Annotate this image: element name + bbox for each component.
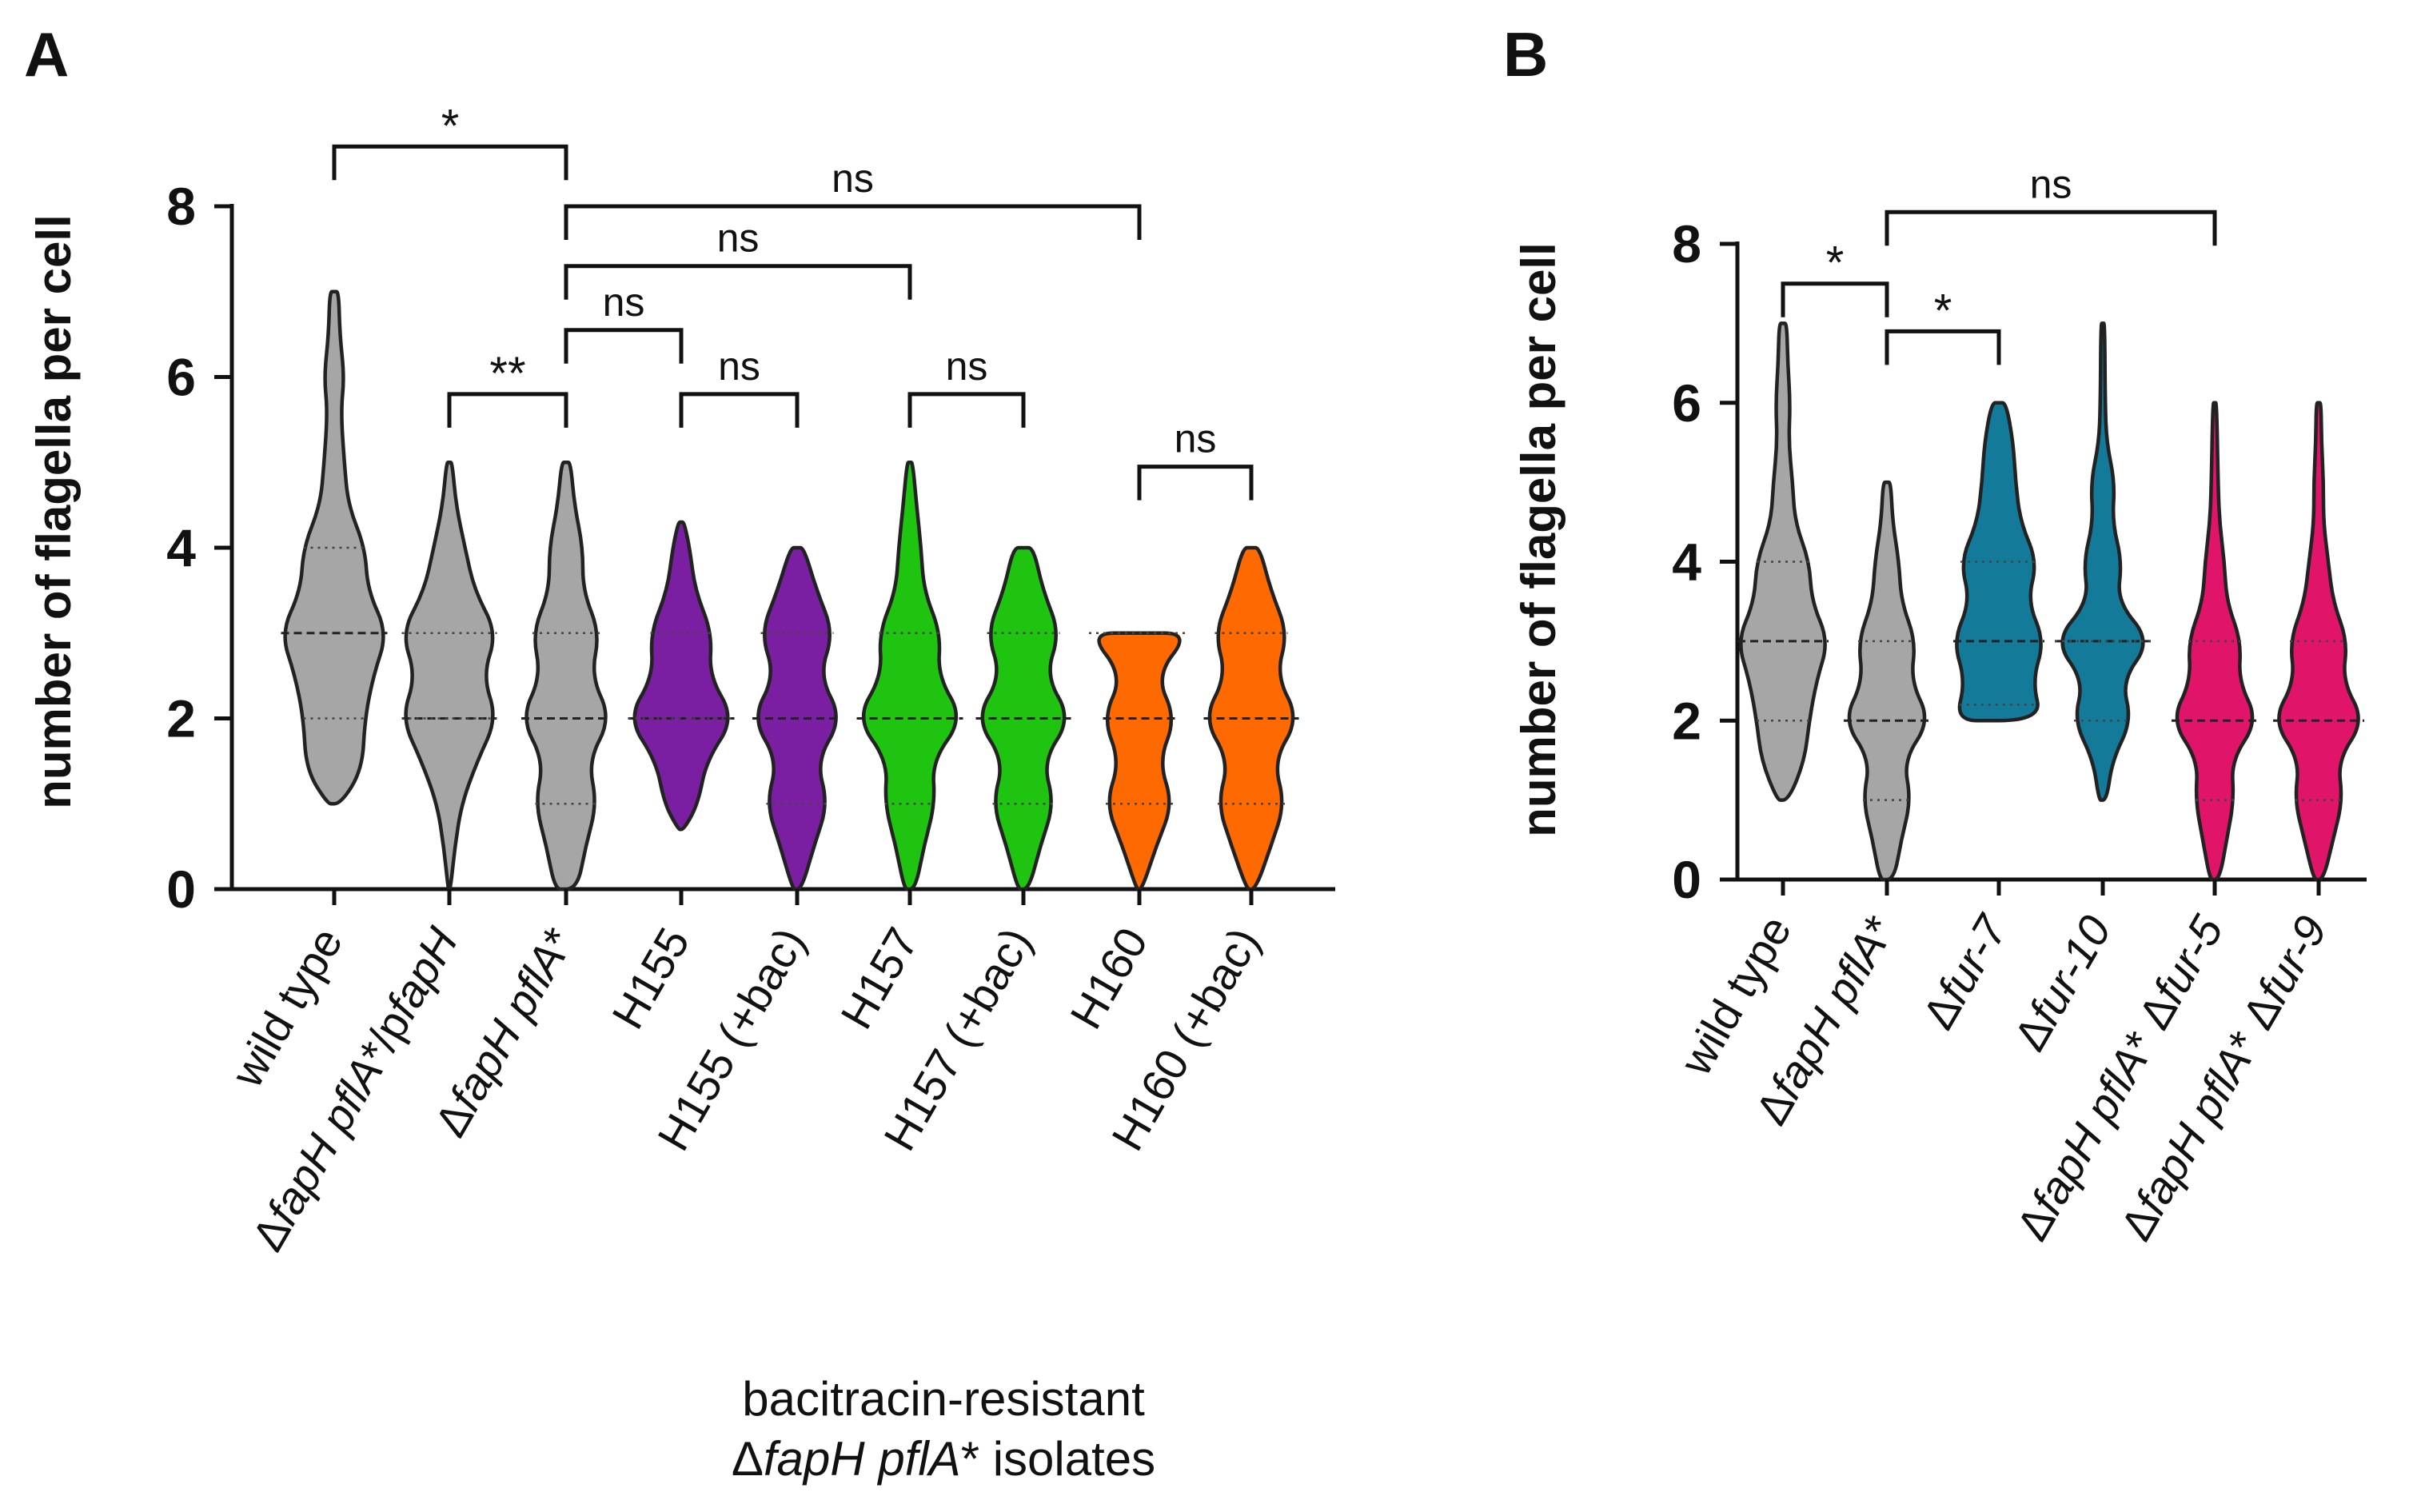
panel-a-significance-label: ns (717, 216, 760, 261)
panel-a-significance-label: ns (603, 280, 645, 325)
panel-a-violin-3 (524, 461, 608, 892)
panel-a-x-tick-label: H157 (831, 920, 927, 1037)
panel-a-plot: number of flagella per cell 0 2 4 6 8 wild typ… (27, 100, 1335, 1486)
panel-a-y-tick-label: 6 (166, 348, 196, 407)
panel-b-violin-1 (1739, 321, 1827, 802)
panel-a-comparison-bracket (332, 144, 568, 181)
panel-a-significance-label: ns (832, 156, 874, 201)
panel-a-significance-label: ** (489, 348, 525, 400)
panel-a-comparison-bracket (907, 392, 1026, 428)
panel-a-x-tick-label: wild type (221, 920, 352, 1096)
panel-a-y-tick-label: 8 (166, 177, 196, 236)
panel-a-comparison-bracket (564, 264, 912, 300)
panel-b-y-tick-label: 0 (1672, 850, 1701, 909)
panel-a-x-tick-label: H160 (1060, 920, 1157, 1037)
panel-a-comparison-bracket (1137, 465, 1254, 501)
panel-b-letter: B (1503, 19, 1548, 90)
panel-a-x-axis-label-line-2: ΔfapH pflA* isolates (732, 1432, 1155, 1486)
panel-a: A number of flagella per cell 0 2 4 6 8 wild t… (24, 19, 1335, 1486)
panel-b-comparison-bracket (1885, 329, 2001, 365)
panel-a-significance-label: ns (1175, 417, 1217, 461)
panel-a-violin-4 (632, 520, 730, 832)
panel-a-x-tick-label: H155 (602, 920, 699, 1037)
panel-a-x-axis-label-line-1: bacitracin-resistant (742, 1372, 1145, 1426)
panel-a-significance-label: ns (946, 344, 988, 389)
panel-b-x-tick-label: Δfur-7 (1912, 906, 2017, 1037)
panel-a-significance-label: * (441, 100, 460, 152)
panel-a-violin-2 (404, 461, 495, 892)
panel-a-x-tick-label: ΔfapH pflA*/pfapH (242, 919, 468, 1259)
panel-a-significance-label: ns (718, 344, 760, 389)
panel-b-violin-5 (2175, 401, 2255, 882)
panel-b-x-tick-label: Δfur-10 (2004, 908, 2120, 1059)
panel-b-significance-label: ns (2030, 162, 2072, 206)
panel-b-y-tick-label: 4 (1672, 533, 1701, 592)
panel-b-y-tick-label: 8 (1672, 214, 1701, 273)
panel-a-comparison-bracket (564, 204, 1142, 240)
panel-a-comparison-bracket (564, 328, 684, 364)
panel-b-significance-label: * (1934, 285, 1952, 337)
panel-b-violin-4 (2060, 321, 2145, 802)
panel-b-significance-label: * (1826, 237, 1845, 289)
panel-b-y-axis-label: number of flagella per cell (1512, 242, 1565, 837)
panel-a-comparison-bracket (679, 392, 800, 428)
panel-a-y-tick-label: 0 (166, 860, 196, 919)
panel-b-comparison-bracket (1781, 281, 1889, 317)
panel-a-letter: A (24, 19, 69, 90)
panel-a-y-axis-label: number of flagella per cell (27, 214, 81, 809)
panel-a-comparison-bracket (447, 392, 568, 428)
panel-a-y-tick-label: 2 (166, 689, 196, 748)
panel-b-y-tick-label: 2 (1672, 691, 1701, 750)
panel-b-comparison-bracket (1885, 209, 2217, 246)
panel-a-y-tick-label: 4 (166, 518, 196, 577)
panel-a-violin-8 (1097, 631, 1182, 892)
panel-b-violin-2 (1847, 480, 1927, 882)
panel-b-y-tick-label: 6 (1672, 373, 1701, 433)
panel-a-violin-6 (862, 461, 958, 892)
